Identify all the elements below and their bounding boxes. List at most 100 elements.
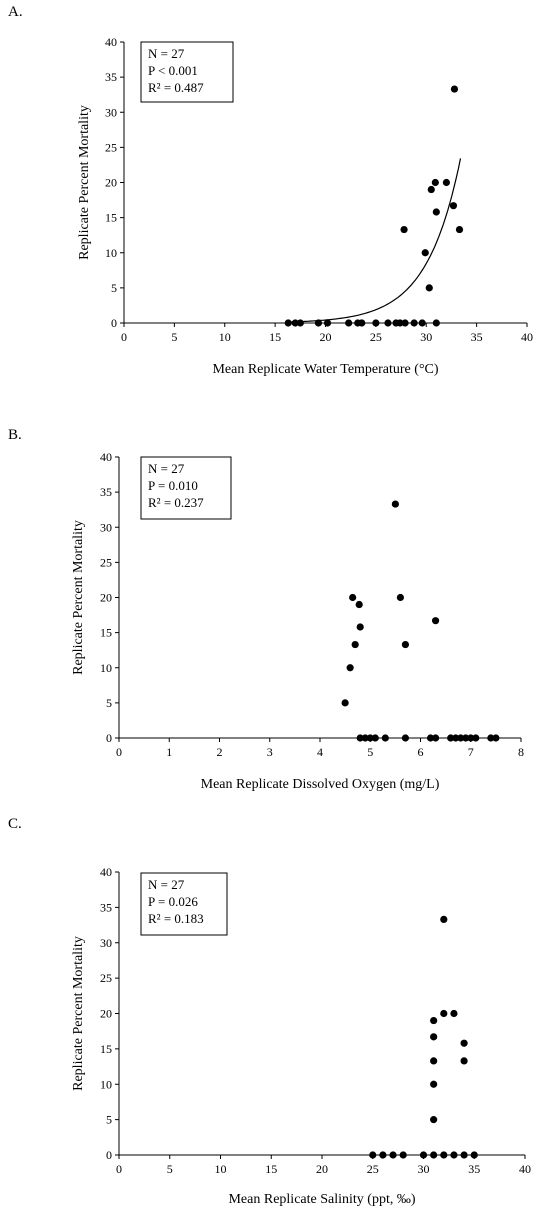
data-point (284, 319, 292, 327)
x-tick-label: 5 (367, 745, 373, 759)
data-point (472, 734, 480, 742)
x-tick-label: 2 (217, 745, 223, 759)
y-tick-label: 10 (105, 246, 117, 260)
data-point (430, 1057, 438, 1065)
x-tick-label: 3 (267, 745, 273, 759)
data-point (396, 593, 404, 602)
y-tick-label: 0 (106, 731, 112, 745)
data-point (430, 1080, 438, 1088)
y-tick-label: 35 (100, 900, 112, 914)
data-point (426, 734, 435, 742)
y-tick-label: 10 (100, 1077, 112, 1091)
x-tick-label: 35 (468, 1162, 480, 1176)
data-point (296, 319, 304, 327)
y-tick-label: 30 (100, 520, 112, 534)
data-point (400, 225, 408, 234)
data-point (425, 284, 433, 292)
y-tick-label: 35 (105, 70, 117, 84)
data-point (355, 600, 363, 609)
data-point (457, 734, 465, 742)
data-point (452, 734, 460, 742)
x-tick-label: 0 (121, 330, 127, 344)
data-point (396, 319, 404, 327)
data-point (391, 500, 399, 508)
y-tick-label: 25 (100, 971, 112, 985)
data-point (369, 1151, 377, 1159)
data-point (450, 85, 459, 93)
x-tick-label: 30 (420, 330, 432, 344)
x-tick-label: 20 (320, 330, 332, 344)
data-point (401, 640, 410, 649)
stats-line: R² = 0.237 (148, 495, 204, 510)
x-axis-title: Mean Replicate Water Temperature (°C) (212, 362, 438, 377)
data-point (430, 1116, 438, 1124)
x-tick-label: 20 (316, 1162, 328, 1176)
y-tick-label: 30 (105, 105, 117, 119)
y-tick-label: 40 (105, 35, 117, 49)
data-point (341, 699, 349, 707)
data-point (455, 225, 464, 234)
x-tick-label: 6 (418, 745, 424, 759)
y-axis-title: Replicate Percent Mortality (71, 936, 86, 1091)
x-tick-label: 4 (317, 745, 323, 759)
y-tick-label: 10 (100, 661, 112, 675)
data-point (401, 319, 409, 327)
data-point (460, 1057, 468, 1065)
y-tick-label: 40 (100, 450, 112, 464)
data-point (379, 1151, 387, 1159)
x-tick-label: 40 (519, 1162, 531, 1176)
stats-box (140, 456, 232, 520)
y-tick-label: 15 (105, 211, 117, 225)
x-tick-label: 5 (167, 1162, 173, 1176)
x-axis-title: Mean Replicate Dissolved Oxygen (mg/L) (201, 777, 440, 792)
panel-label: B. (8, 427, 22, 443)
data-point (430, 1033, 438, 1041)
x-tick-label: 15 (269, 330, 281, 344)
y-tick-label: 25 (100, 555, 112, 569)
data-point (291, 319, 299, 327)
y-tick-label: 5 (106, 1113, 112, 1127)
data-point (356, 734, 364, 742)
data-point (346, 664, 354, 672)
stats-line: R² = 0.487 (148, 80, 204, 95)
data-point (440, 1009, 448, 1018)
data-point (371, 734, 379, 742)
data-point (381, 734, 389, 742)
data-point (431, 178, 439, 187)
data-point (314, 319, 323, 327)
data-point (449, 202, 458, 210)
x-tick-label: 25 (367, 1162, 379, 1176)
y-tick-label: 20 (105, 176, 117, 190)
stats-box (140, 41, 234, 103)
data-point (389, 1151, 397, 1159)
x-tick-label: 10 (215, 1162, 227, 1176)
x-tick-label: 0 (116, 745, 122, 759)
y-tick-label: 15 (100, 626, 112, 640)
stats-line: N = 27 (148, 461, 185, 476)
x-tick-label: 35 (471, 330, 483, 344)
stats-line: R² = 0.183 (148, 911, 204, 926)
data-point (432, 208, 440, 216)
panel-label: A. (8, 4, 23, 20)
y-tick-label: 40 (100, 865, 112, 879)
data-point (401, 734, 410, 742)
y-tick-label: 5 (111, 281, 117, 295)
x-tick-label: 7 (468, 745, 474, 759)
y-tick-label: 5 (106, 696, 112, 710)
data-point (356, 623, 364, 631)
data-point (442, 178, 450, 187)
y-tick-label: 0 (106, 1148, 112, 1162)
y-tick-label: 35 (100, 485, 112, 499)
data-point (418, 319, 426, 327)
data-point (361, 734, 369, 742)
stats-line: P < 0.001 (148, 63, 198, 78)
data-point (430, 1016, 438, 1025)
data-point (372, 319, 380, 327)
y-axis-title: Replicate Percent Mortality (71, 520, 86, 675)
stats-line: P = 0.010 (148, 478, 198, 493)
data-point (460, 1151, 468, 1159)
y-tick-label: 15 (100, 1042, 112, 1056)
data-point (447, 734, 455, 742)
y-tick-label: 25 (105, 140, 117, 154)
y-tick-label: 0 (111, 316, 117, 330)
